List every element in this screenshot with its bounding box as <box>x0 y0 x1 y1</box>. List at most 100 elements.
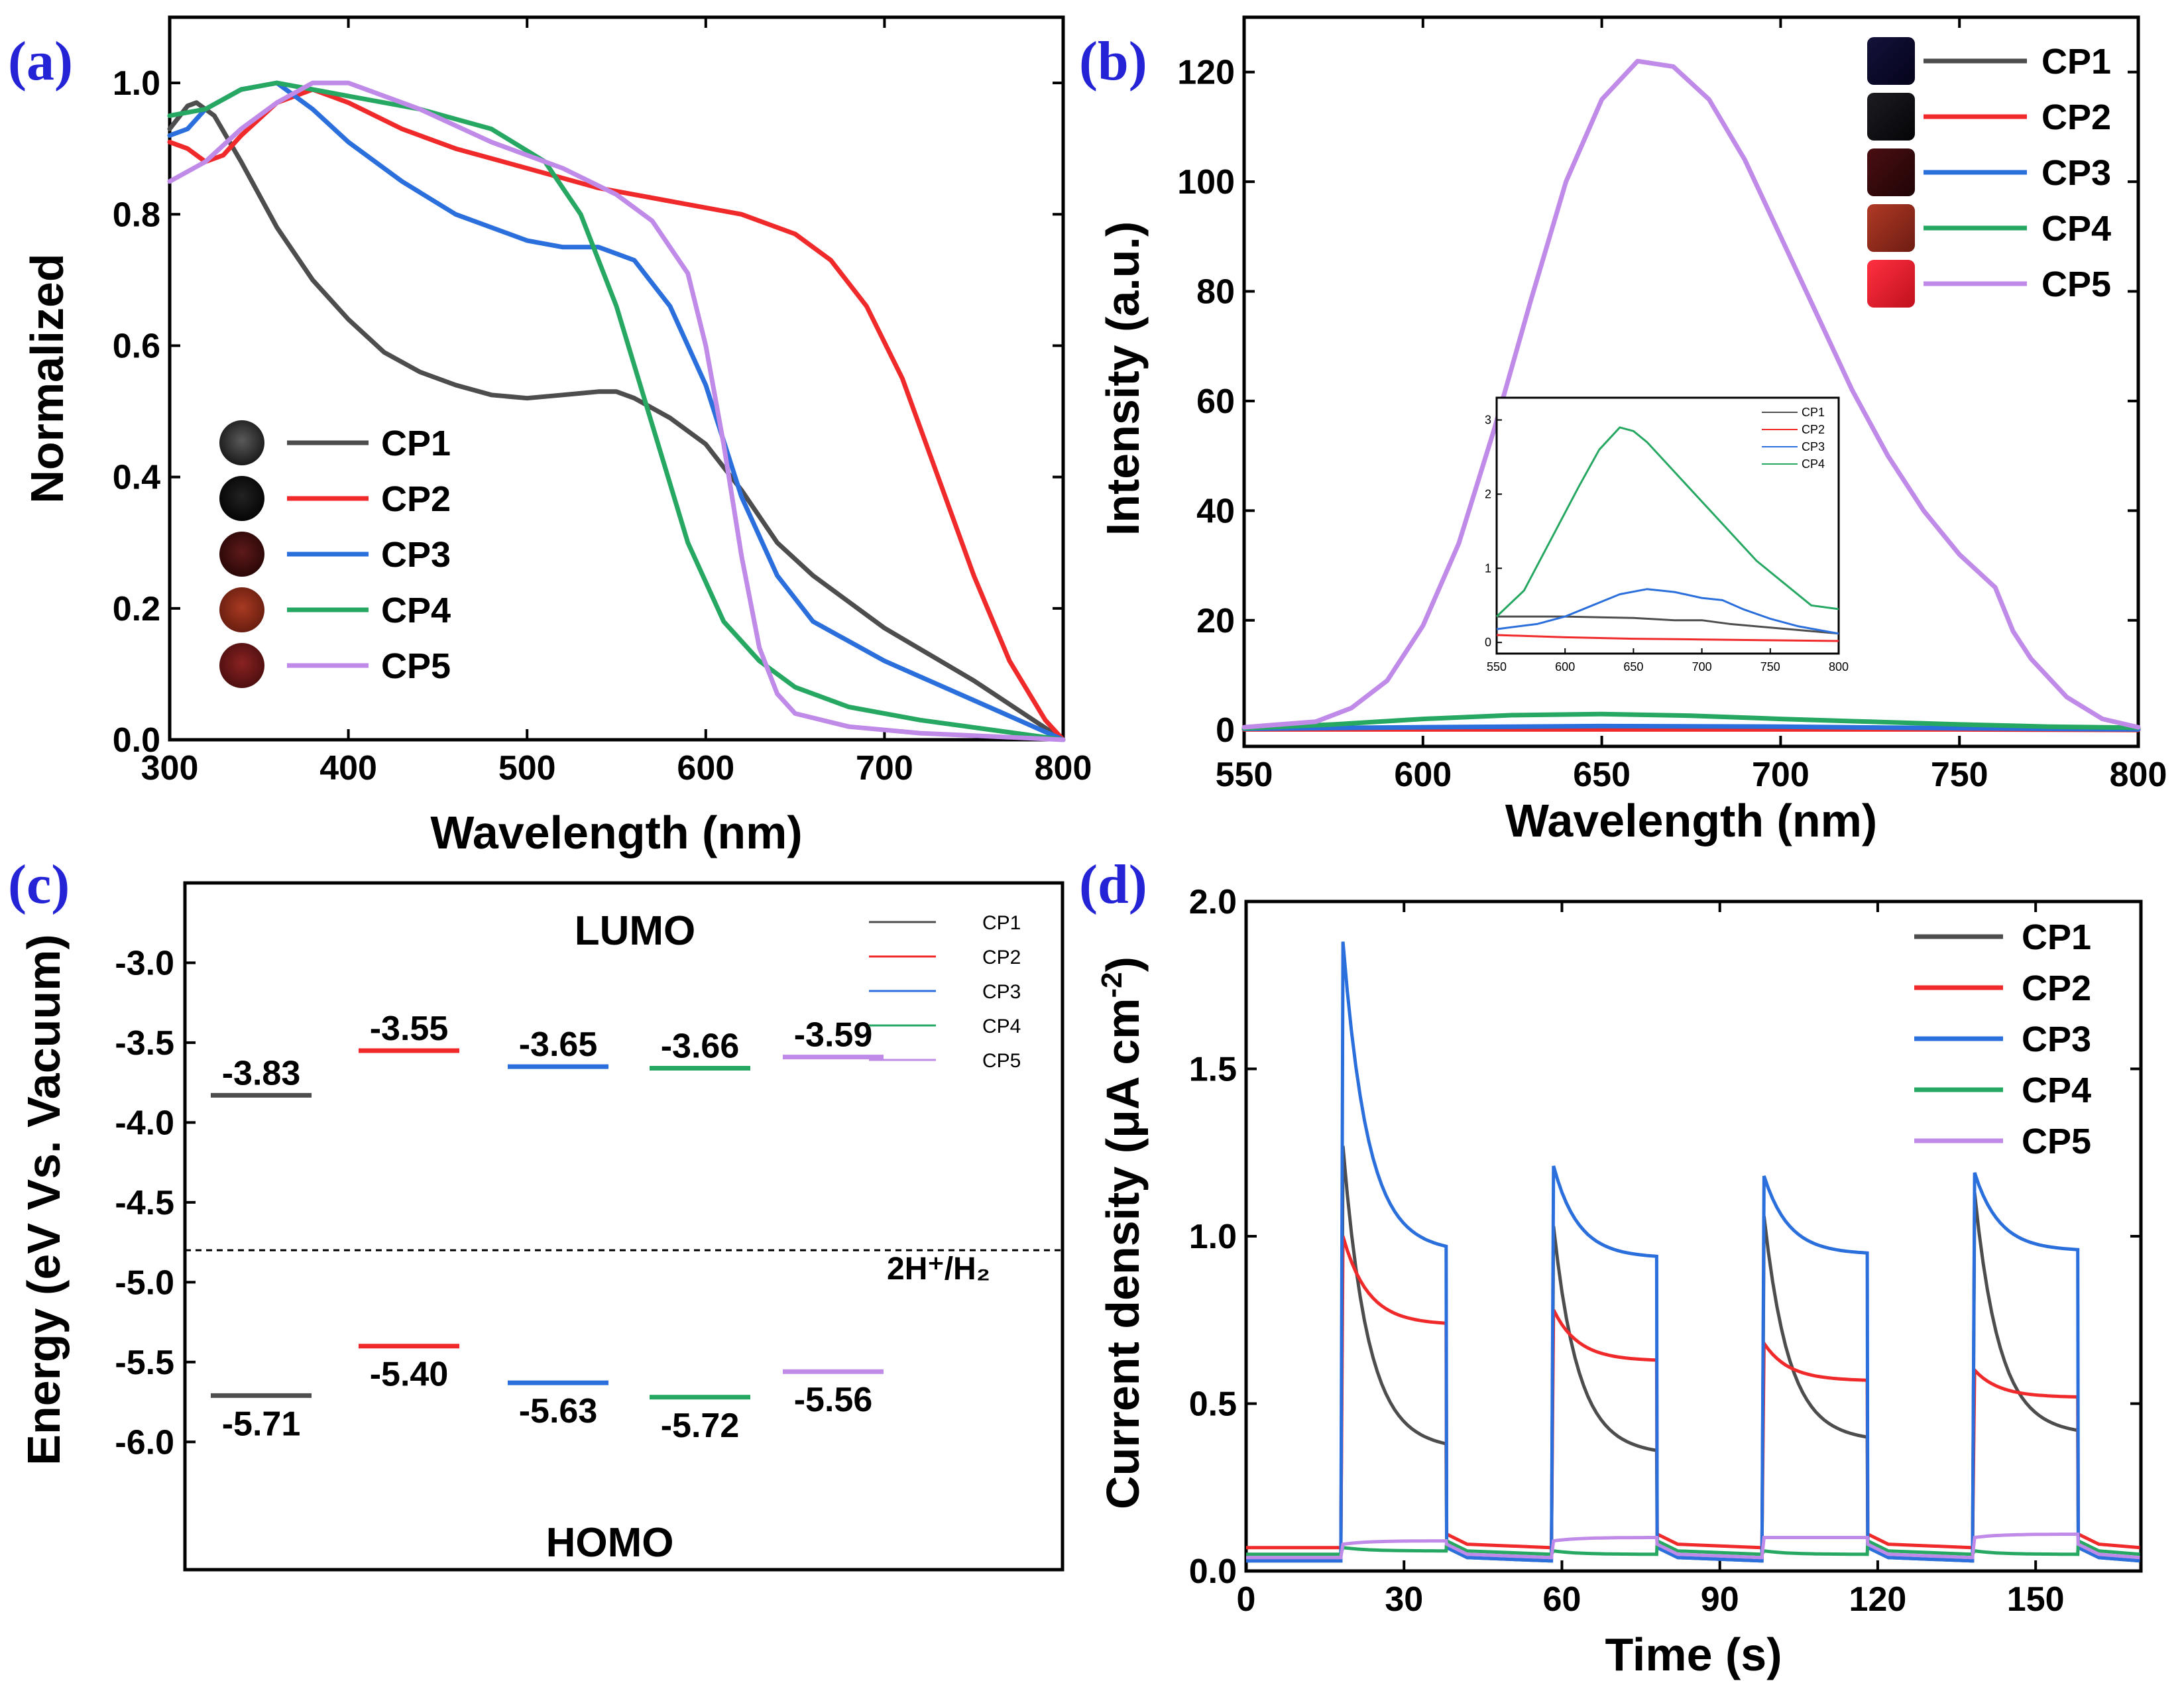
y-axis-label: Normalized <box>21 253 73 503</box>
x-tick-label: 60 <box>1543 1580 1581 1619</box>
panel-b: 550 600 650 700 750 800020406080100120(b)Inte… <box>1079 15 2167 846</box>
inset-legend-label: CP4 <box>1802 457 1825 471</box>
lumo-value-label: -3.66 <box>661 1027 740 1065</box>
inset-series-cp3 <box>1496 588 1839 635</box>
legend-label: CP1 <box>2022 917 2091 957</box>
y-tick-label: -3.5 <box>115 1024 174 1063</box>
legend-swatch-photo <box>1867 37 1915 85</box>
y-axis-label: Intensity (a.u.) <box>1097 221 1149 536</box>
panel-d: 0 30 60 90 120 150 0.0 0.5 1.0 1.5 2.0 (d) Current d… <box>1079 854 2143 1680</box>
legend: CP1 CP2 CP3 CP4 CP5 <box>1914 917 2091 1161</box>
homo-value-label: -5.71 <box>222 1405 301 1443</box>
series-cp1 <box>1246 1145 2140 1563</box>
y-tick-label: -6.0 <box>115 1423 174 1462</box>
inset-series-cp4 <box>1495 426 1839 618</box>
y-axis-label: Energy (eV Vs. Vacuum) <box>18 934 70 1465</box>
inset-y-tick-label: 2 <box>1485 487 1491 500</box>
panel-label: (b) <box>1079 30 1147 92</box>
panel-a: 300 400 500 600 700 800 0.0 0.2 0.4 0.6 0.8 1.0 (a) N… <box>8 15 1092 858</box>
inset-x-tick-label: 700 <box>1692 660 1712 673</box>
y-tick-label: -5.0 <box>115 1263 174 1302</box>
series-cp3 <box>167 80 1066 742</box>
inset-frame <box>1495 396 1840 655</box>
legend-swatch-photo <box>1867 148 1915 196</box>
inset-chart: 550 600 650 700 750 800 0 1 2 3 CP1 CP2 CP3 CP4 <box>1485 396 1849 673</box>
legend-swatch-photo <box>219 420 264 465</box>
x-axis-label: Time (s) <box>1605 1629 1782 1680</box>
y-tick-label: 0.4 <box>113 459 160 497</box>
legend-label: CP4 <box>381 591 451 630</box>
legend-label: CP2 <box>2041 97 2111 137</box>
plot-frame <box>168 15 1065 742</box>
legend-label: CP5 <box>982 1050 1021 1072</box>
lumo-value-label: -3.83 <box>222 1054 301 1092</box>
x-tick-label: 90 <box>1701 1580 1739 1619</box>
series-cp5 <box>167 80 1066 742</box>
x-tick-label: 650 <box>1573 756 1631 794</box>
lumo-value-label: -3.65 <box>519 1025 598 1064</box>
x-tick-label: 600 <box>1394 756 1452 794</box>
lumo-value-label: -3.55 <box>370 1010 449 1048</box>
x-tick-label: 700 <box>1752 756 1810 794</box>
series-cp5 <box>1241 58 2141 730</box>
inset-series-cp1 <box>1497 615 1839 635</box>
y-tick-label: 1.5 <box>1189 1051 1237 1089</box>
homo-value-label: -5.56 <box>794 1381 873 1419</box>
y-tick-label: 100 <box>1177 163 1235 202</box>
inset-y-tick-label: 3 <box>1485 414 1491 427</box>
y-tick-label: 0.0 <box>113 721 160 760</box>
y-tick-label: 80 <box>1196 273 1235 312</box>
series-cp2 <box>1246 1236 2140 1550</box>
x-tick-label: 30 <box>1385 1580 1423 1619</box>
homo-value-label: -5.40 <box>370 1356 449 1394</box>
x-tick-label: 150 <box>2007 1580 2065 1619</box>
y-axis-label-text: Current density (μA cm <box>1097 998 1149 1509</box>
legend-label: CP1 <box>982 912 1021 934</box>
y-tick-label: 2.0 <box>1189 883 1237 921</box>
plot-frame <box>183 881 1064 1572</box>
inset-x-tick-label: 600 <box>1555 660 1575 673</box>
y-axis-label: Current density (μA cm-2) <box>1096 957 1149 1509</box>
series-cp5 <box>1246 1532 2140 1560</box>
x-tick-label: 0 <box>1237 1580 1256 1619</box>
series-cp4 <box>167 80 1066 742</box>
y-tick-label: 60 <box>1196 382 1235 421</box>
y-tick-label: -3.0 <box>115 944 174 982</box>
y-tick-label: 0.2 <box>113 590 160 628</box>
y-tick-label: 1.0 <box>113 64 160 103</box>
series-cp1 <box>167 100 1066 742</box>
legend-label: CP4 <box>982 1016 1021 1037</box>
series-cp2 <box>167 87 1066 742</box>
x-tick-label: 700 <box>856 749 913 787</box>
legend: CP1 CP2 CP3 CP4 CP5 <box>1867 37 2111 308</box>
inset-x-tick-label: 550 <box>1487 660 1507 673</box>
x-tick-label: 120 <box>1849 1580 1907 1619</box>
legend-swatch-photo <box>219 643 264 688</box>
y-axis-label-close: ) <box>1097 957 1149 972</box>
panel-label: (c) <box>8 854 70 915</box>
inset-series-cp2 <box>1496 634 1839 642</box>
x-tick-label: 800 <box>1035 749 1092 787</box>
x-tick-label: 500 <box>498 749 556 787</box>
legend-label: CP3 <box>2022 1019 2091 1059</box>
inset-y-tick-label: 0 <box>1485 636 1491 649</box>
legend-swatch-photo <box>1867 93 1915 141</box>
legend-label: CP5 <box>2022 1122 2091 1161</box>
y-tick-label: 0.0 <box>1189 1552 1237 1591</box>
homo-value-label: -5.63 <box>519 1392 598 1430</box>
legend-label: CP3 <box>982 981 1021 1003</box>
panel-label: (d) <box>1079 854 1147 915</box>
series-cp4 <box>1241 711 2141 731</box>
y-tick-label: 40 <box>1196 492 1235 530</box>
panel-label: (a) <box>8 30 73 92</box>
legend-label: CP5 <box>381 646 451 686</box>
series-cp3 <box>1241 723 2141 732</box>
homo-value-label: -5.72 <box>661 1407 740 1445</box>
y-tick-label: -4.0 <box>115 1104 174 1142</box>
panel-c: -6.0 -5.5 -5.0 -4.5 -4.0 -3.5 -3.0 (c) Energy (e… <box>8 854 1064 1572</box>
lumo-value-label: -3.59 <box>794 1016 873 1055</box>
legend-swatch-photo <box>1867 204 1915 252</box>
inset-x-tick-label: 800 <box>1829 660 1849 673</box>
legend-label: CP3 <box>381 535 451 575</box>
